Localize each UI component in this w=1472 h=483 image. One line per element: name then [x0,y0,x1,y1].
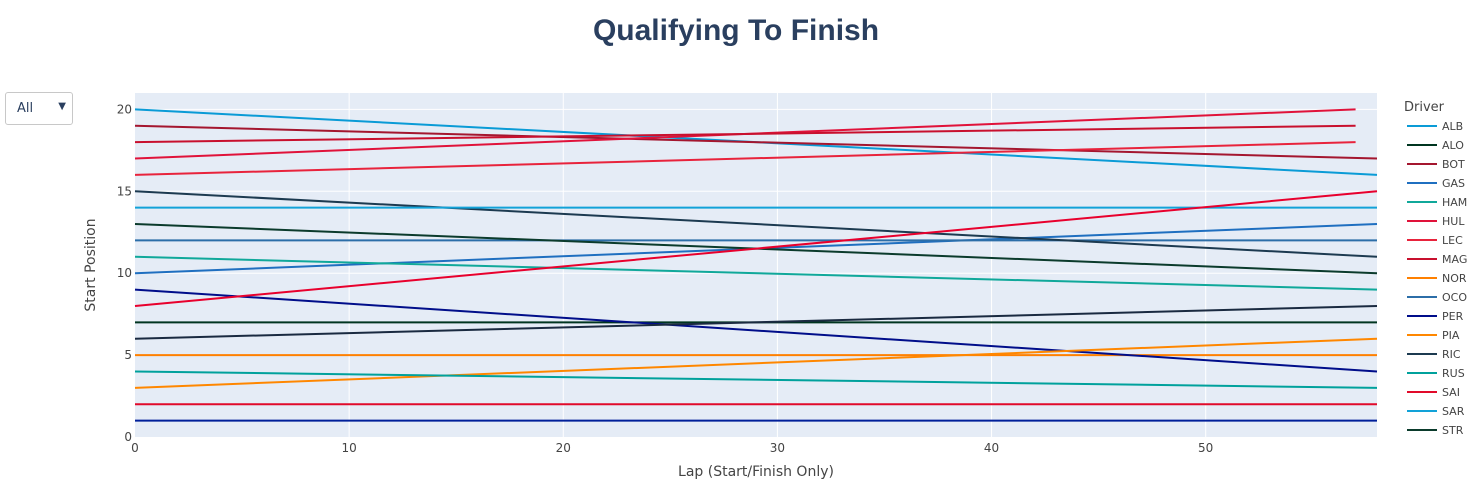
legend-item-alb[interactable]: ALB [1407,120,1463,133]
chevron-down-icon: ▼ [58,101,66,112]
legend[interactable]: ALB ALO BOT GAS HAM HUL LEC MAG NOR OCO PER PIA RIC R… [1407,120,1467,437]
series-line-rus [134,370,1378,389]
legend-label-str: STR [1442,424,1464,437]
legend-label-oco: OCO [1442,291,1467,304]
legend-item-ric[interactable]: RIC [1407,348,1461,361]
legend-title: Driver [1404,100,1445,115]
series-line-bot [134,124,1378,160]
x-tick-label-5: 50 [1198,441,1213,455]
legend-label-sar: SAR [1442,405,1465,418]
legend-label-per: PER [1442,310,1464,323]
x-tick-label-2: 20 [556,441,571,455]
y-axis-ticks: 0 5 10 15 20 [117,102,132,444]
legend-item-ham[interactable]: HAM [1407,196,1467,209]
legend-label-rus: RUS [1442,367,1465,380]
y-tick-label-2: 10 [117,266,132,280]
legend-item-sai[interactable]: SAI [1407,386,1460,399]
x-tick-label-3: 30 [770,441,785,455]
series-line-ham [134,255,1378,291]
series-line-unnamed-18 [134,304,1378,340]
legend-item-nor[interactable]: NOR [1407,272,1467,285]
y-tick-label-1: 5 [124,348,132,362]
x-tick-label-1: 10 [341,441,356,455]
legend-label-hul: HUL [1442,215,1465,228]
legend-label-bot: BOT [1442,158,1465,171]
series-line-lec [134,141,1356,176]
chart-title: Qualifying To Finish [592,14,880,47]
legend-label-lec: LEC [1442,234,1463,247]
legend-label-ham: HAM [1442,196,1467,209]
series-line-pia [134,337,1378,389]
x-axis-title: Lap (Start/Finish Only) [678,464,834,480]
y-axis-title: Start Position [83,218,99,311]
series-line-ric [134,190,1378,258]
x-tick-label-0: 0 [131,441,139,455]
legend-label-ric: RIC [1442,348,1461,361]
x-axis-ticks: 0 10 20 30 40 50 [131,441,1213,455]
series-line-per [134,288,1378,373]
legend-item-per[interactable]: PER [1407,310,1464,323]
y-tick-label-4: 20 [117,102,132,116]
legend-item-gas[interactable]: GAS [1407,177,1465,190]
y-tick-label-0: 0 [124,430,132,444]
legend-item-lec[interactable]: LEC [1407,234,1463,247]
legend-label-sai: SAI [1442,386,1460,399]
legend-item-mag[interactable]: MAG [1407,253,1467,266]
legend-item-sar[interactable]: SAR [1407,405,1465,418]
series-line-mag [134,124,1356,144]
legend-label-pia: PIA [1442,329,1460,342]
legend-label-mag: MAG [1442,253,1467,266]
legend-item-rus[interactable]: RUS [1407,367,1465,380]
legend-item-alo[interactable]: ALO [1407,139,1464,152]
y-tick-label-3: 15 [117,184,132,198]
legend-item-hul[interactable]: HUL [1407,215,1465,228]
legend-item-bot[interactable]: BOT [1407,158,1465,171]
legend-item-oco[interactable]: OCO [1407,291,1467,304]
dropdown-selected-value: All [17,101,34,116]
driver-filter-dropdown[interactable]: All ▼ [5,92,73,125]
series-line-unnamed-17 [134,190,1378,307]
legend-label-alb: ALB [1442,120,1463,133]
legend-label-alo: ALO [1442,139,1464,152]
legend-item-str[interactable]: STR [1407,424,1464,437]
legend-label-gas: GAS [1442,177,1465,190]
legend-item-pia[interactable]: PIA [1407,329,1460,342]
x-tick-label-4: 40 [984,441,999,455]
series-lines [134,108,1378,422]
legend-label-nor: NOR [1442,272,1467,285]
